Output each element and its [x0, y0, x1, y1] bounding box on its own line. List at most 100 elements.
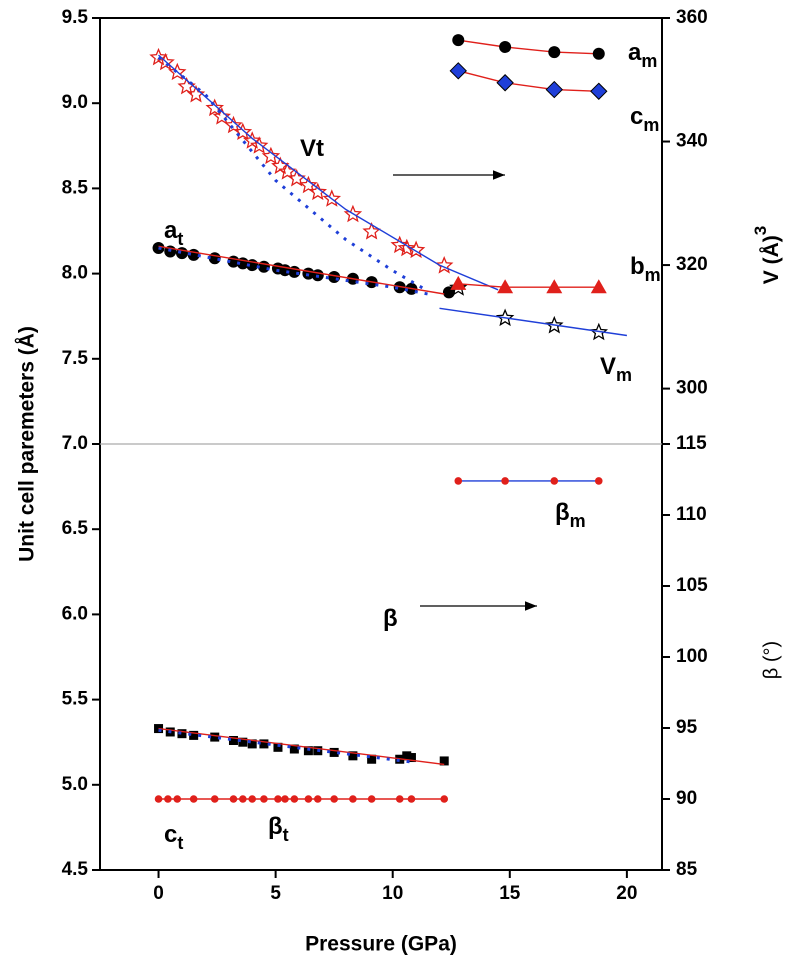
- x-axis-title: Pressure (GPa): [305, 933, 457, 956]
- point: [247, 739, 257, 749]
- annotation-text: b: [630, 253, 645, 280]
- point: [545, 80, 563, 99]
- y2-tick-label: 320: [676, 254, 708, 275]
- point: [210, 732, 220, 742]
- point: [261, 146, 281, 165]
- point: [303, 746, 313, 756]
- annotation: cm: [630, 103, 659, 134]
- point: [592, 47, 605, 60]
- point: [329, 747, 339, 757]
- point: [495, 308, 515, 327]
- point: [501, 477, 509, 485]
- point: [499, 40, 512, 53]
- fit-line: [439, 307, 628, 337]
- point: [308, 182, 328, 201]
- y-tick-label: 7.5: [62, 348, 89, 369]
- annotation: ct: [164, 821, 183, 852]
- point: [149, 47, 168, 66]
- annotation-text: β: [268, 813, 283, 840]
- point: [497, 279, 514, 294]
- annotation: Vt: [300, 135, 324, 162]
- point: [281, 795, 289, 803]
- annotation: am: [628, 39, 657, 70]
- point: [274, 795, 282, 803]
- annotation-text: c: [630, 103, 643, 130]
- annotation-text: Vt: [300, 135, 324, 162]
- point: [367, 795, 376, 803]
- x-tick-label: 0: [153, 883, 164, 904]
- annotation-sub: m: [570, 511, 586, 531]
- point: [406, 753, 416, 763]
- point: [228, 735, 238, 745]
- y-tick-label: 6.0: [62, 603, 88, 624]
- y-tick-label: 5.5: [62, 689, 89, 710]
- point: [550, 477, 559, 485]
- point: [313, 795, 322, 803]
- point: [395, 795, 404, 803]
- annotation-sub: m: [645, 265, 661, 285]
- point: [362, 221, 381, 240]
- fit-line: [158, 54, 499, 291]
- annotation: βm: [555, 499, 586, 530]
- annotation: Vm: [600, 353, 632, 384]
- y2-tick-label: 340: [676, 131, 708, 152]
- point: [590, 82, 608, 100]
- annotation-sub: t: [283, 825, 289, 845]
- point: [397, 238, 417, 257]
- point: [322, 189, 342, 207]
- y-tick-label: 4.5: [62, 859, 89, 880]
- point: [239, 795, 247, 803]
- y3-tick-label: 110: [676, 504, 707, 525]
- point: [304, 795, 313, 803]
- annotation-text: a: [628, 39, 642, 66]
- x-tick-label: 15: [499, 883, 521, 904]
- point: [250, 136, 269, 154]
- point: [177, 76, 196, 95]
- point: [343, 204, 363, 223]
- fit-line: [458, 283, 599, 288]
- point: [210, 795, 219, 803]
- point: [434, 255, 454, 274]
- point: [205, 98, 225, 117]
- point: [186, 84, 206, 103]
- y-axis-title: Unit cell paremeters (Å): [15, 326, 39, 562]
- fit-line: [458, 39, 599, 55]
- point: [439, 756, 449, 766]
- point: [348, 751, 358, 761]
- point: [545, 315, 564, 334]
- x-tick-label: 5: [270, 883, 281, 904]
- point: [589, 322, 609, 341]
- annotation: bm: [630, 253, 661, 284]
- point: [189, 795, 198, 803]
- y3-tick-label: 90: [676, 788, 697, 809]
- point: [260, 795, 268, 803]
- fit-line: [158, 727, 445, 766]
- y3-tick-label: 100: [676, 646, 708, 667]
- y-tick-label: 9.0: [62, 92, 88, 113]
- point: [273, 742, 283, 752]
- point: [229, 795, 238, 803]
- annotation-sub: m: [643, 115, 659, 135]
- annotation-text: c: [164, 821, 177, 848]
- y-tick-label: 5.0: [62, 774, 88, 795]
- x-tick-label: 20: [616, 883, 637, 904]
- point: [548, 46, 561, 59]
- annotation-text: β: [383, 605, 398, 632]
- point: [233, 122, 253, 141]
- y2-title-sup: 3: [751, 226, 770, 235]
- annotation-sub: t: [177, 833, 183, 853]
- y3-tick-label: 115: [676, 433, 707, 454]
- point: [440, 795, 449, 803]
- point: [407, 795, 416, 803]
- annotation-text: a: [164, 217, 178, 244]
- annotation-text: β: [555, 499, 570, 526]
- y3-tick-label: 105: [676, 575, 708, 596]
- annotation: β: [383, 605, 398, 632]
- point: [154, 795, 163, 803]
- point: [299, 175, 318, 194]
- point: [330, 795, 338, 803]
- point: [449, 278, 468, 296]
- point: [289, 744, 299, 754]
- point: [177, 729, 187, 739]
